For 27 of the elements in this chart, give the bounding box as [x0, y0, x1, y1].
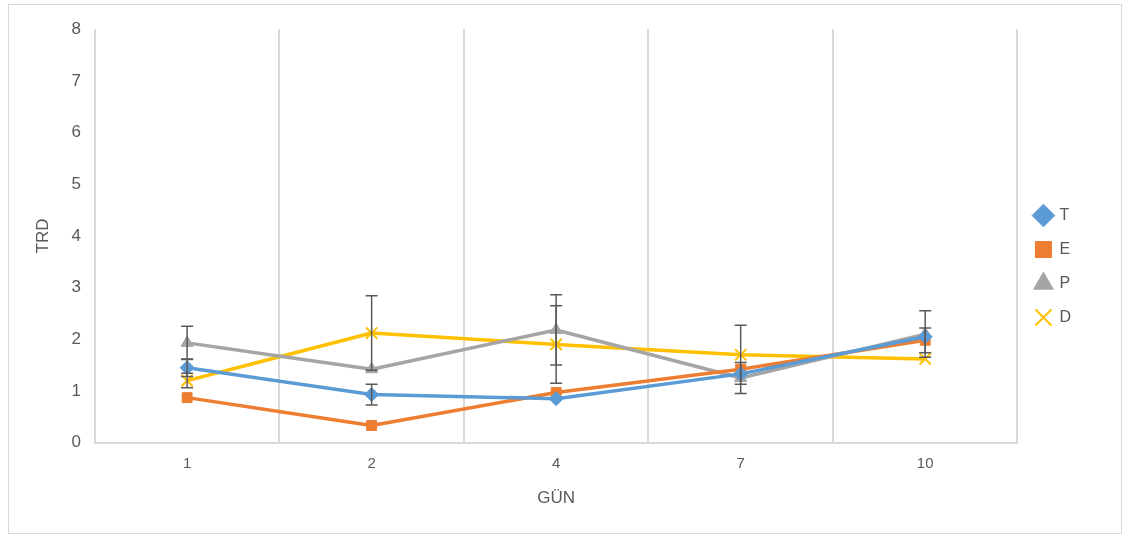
point: [549, 337, 563, 352]
point: [918, 352, 932, 366]
point: [366, 420, 378, 431]
y-tick-label: 8: [71, 18, 81, 38]
point: [548, 391, 564, 407]
y-tick-label: 1: [71, 380, 81, 400]
x-tick-label: 7: [736, 453, 745, 471]
y-tick-label: 2: [71, 328, 81, 348]
y-tick-label: 4: [71, 225, 81, 245]
legend-label: T: [1059, 205, 1070, 223]
x-tick-label: 1: [182, 453, 192, 471]
y-tick-label: 0: [71, 432, 81, 452]
legend-label: P: [1059, 273, 1071, 291]
point: [181, 392, 193, 404]
point: [364, 326, 379, 340]
point: [734, 348, 748, 362]
legend-label: D: [1059, 307, 1072, 325]
y-tick-label: 7: [71, 70, 81, 90]
y-tick-label: 5: [71, 173, 81, 193]
legend-label: E: [1059, 239, 1071, 257]
x-tick-label: 2: [367, 453, 376, 471]
x-tick-label: 4: [551, 453, 561, 471]
y-axis-title: TRD: [32, 218, 52, 254]
x-tick-label: 10: [916, 453, 934, 471]
y-tick-label: 3: [71, 277, 81, 297]
x-axis-title: GÜN: [537, 488, 576, 508]
y-tick-label: 6: [71, 122, 81, 142]
